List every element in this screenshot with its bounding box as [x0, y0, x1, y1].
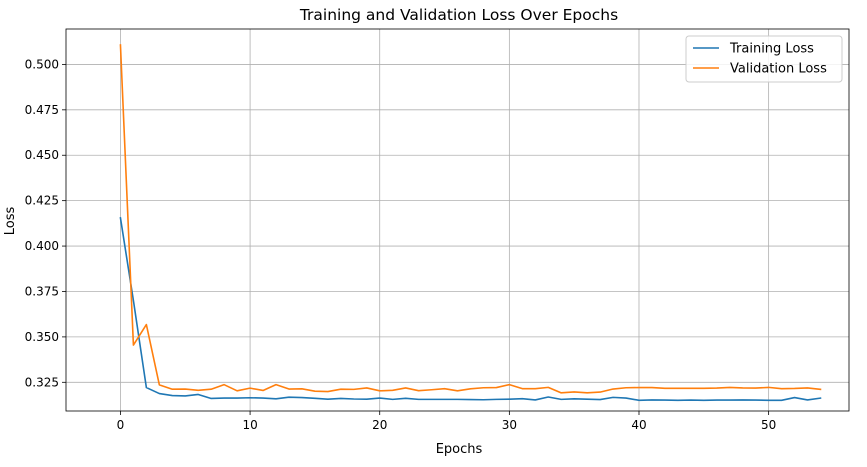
training-loss-line	[119, 216, 822, 402]
validation-loss-line	[119, 44, 822, 394]
y-tick-label: 0.500	[25, 57, 59, 71]
axes-frame	[65, 28, 850, 412]
x-tick-label: 40	[631, 418, 646, 432]
x-axis-label: Epochs	[436, 442, 483, 457]
legend-item-training-loss: Training Loss	[693, 42, 814, 57]
legend-label: Training Loss	[729, 42, 814, 57]
chart-title: Training and Validation Loss Over Epochs	[299, 6, 618, 24]
y-axis-label: Loss	[3, 207, 18, 236]
y-tick-label: 0.475	[25, 103, 59, 117]
y-tick-label: 0.450	[25, 148, 59, 162]
x-tick-label: 10	[242, 418, 257, 432]
y-tick-label: 0.375	[25, 284, 59, 298]
legend-label: Validation Loss	[730, 62, 827, 77]
legend-box	[685, 35, 843, 83]
x-tick-label: 50	[761, 418, 776, 432]
plot-series	[119, 44, 822, 402]
y-tick-label: 0.425	[25, 194, 59, 208]
y-tick-label: 0.400	[25, 239, 59, 253]
x-tick-label: 20	[372, 418, 387, 432]
legend-item-validation-loss: Validation Loss	[693, 62, 827, 77]
y-tick-label: 0.350	[25, 330, 59, 344]
x-tick-label: 30	[502, 418, 517, 432]
grid	[66, 29, 849, 411]
legend: Training Loss Validation Loss	[685, 35, 843, 83]
y-tick-label: 0.325	[25, 375, 59, 389]
x-tick-label: 0	[117, 418, 125, 432]
axis-ticks: 0 10 20 30 40 50 0.325 0.350 0.375 0.400 0.425 0.45…	[25, 57, 777, 432]
